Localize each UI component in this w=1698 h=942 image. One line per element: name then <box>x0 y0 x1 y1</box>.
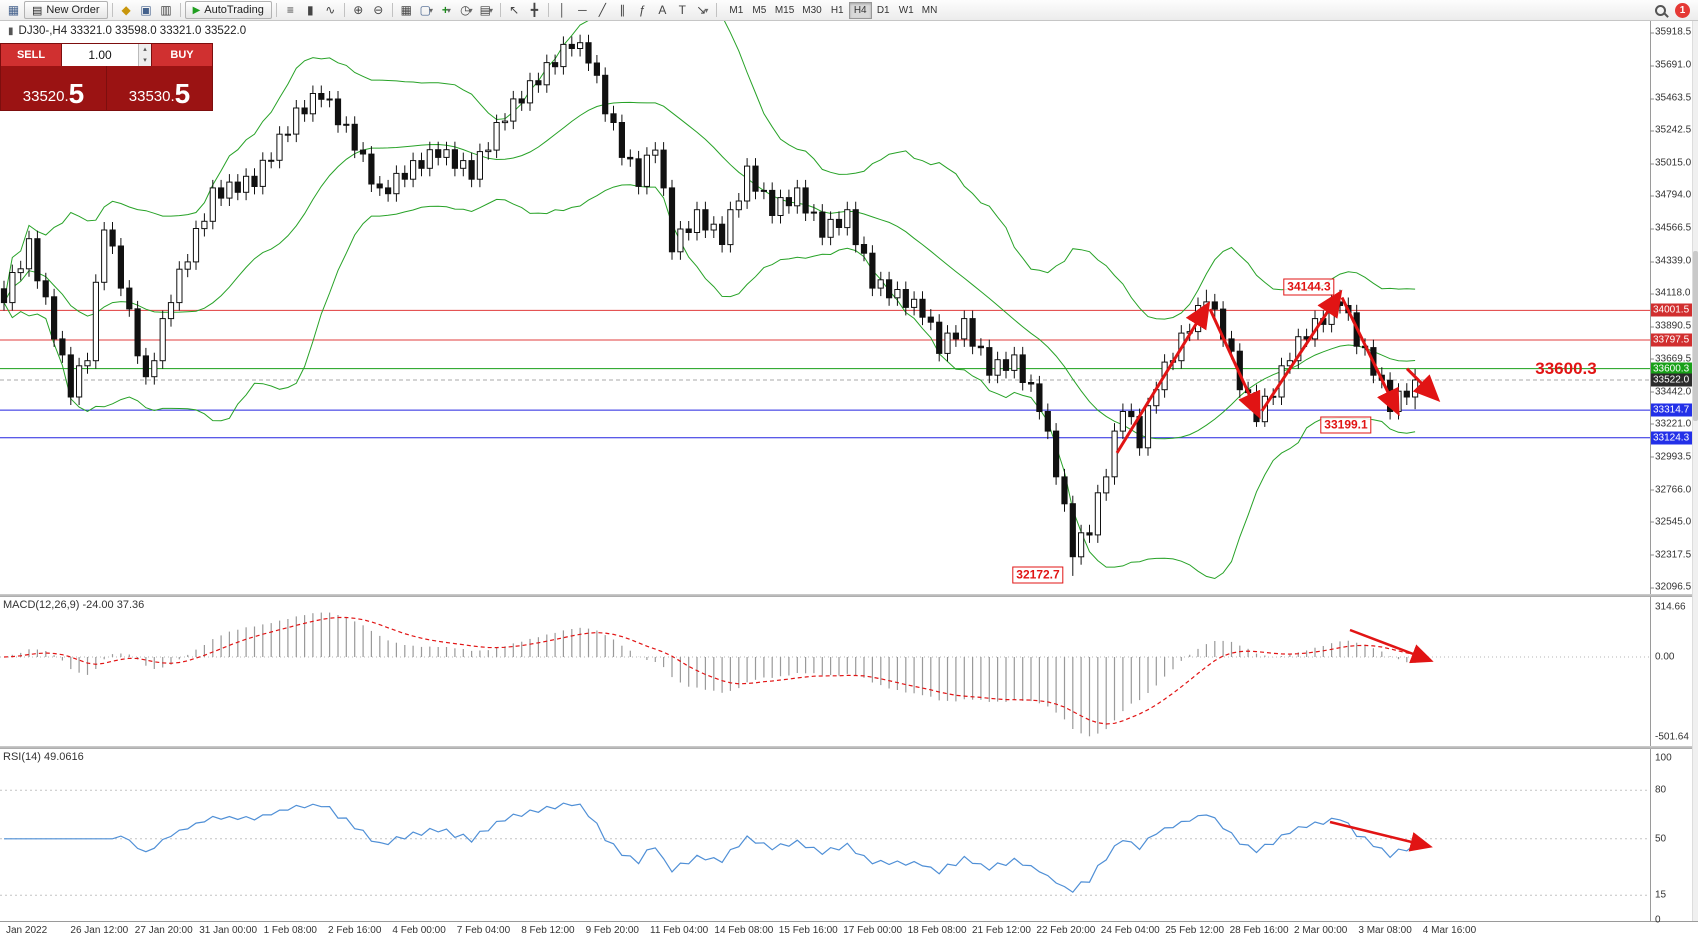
new-chart-icon[interactable]: ▢ ▾ <box>419 3 433 17</box>
cursor-icon[interactable]: ↖ <box>509 3 520 17</box>
line-chart-icon[interactable]: ∿ <box>325 3 336 17</box>
timeframe-button-H4[interactable]: H4 <box>848 1 872 19</box>
toolbar-separator <box>499 3 501 17</box>
arrows-tool-icon[interactable]: ↘ ▾ <box>696 3 709 17</box>
timeframe-button-M15[interactable]: M15 <box>774 4 795 16</box>
macd-panel-separator[interactable] <box>0 594 1698 597</box>
chevron-down-icon: ▾ <box>704 5 709 15</box>
toolbar-separator <box>391 3 393 17</box>
terminal-icon[interactable]: ▥ <box>160 3 172 17</box>
period-clock-icon[interactable]: ◷ ▾ <box>460 3 473 17</box>
toolbar-separator <box>343 3 345 17</box>
autotrading-button[interactable]: ▶ AutoTrading <box>184 1 272 19</box>
label-tool-icon[interactable]: T <box>678 3 686 17</box>
sell-button[interactable]: SELL <box>1 44 61 66</box>
timeframe-button-H1[interactable]: H1 <box>830 4 844 16</box>
chart-window-icon[interactable]: ▦ <box>7 3 20 17</box>
buy-price-main: 33530. <box>128 88 175 105</box>
notification-badge[interactable]: 1 <box>1675 2 1690 18</box>
trendline-tool-icon[interactable]: ╱ <box>598 3 606 17</box>
chart-title: ▮ DJ30-,H4 33321.0 33598.0 33321.0 33522… <box>8 25 246 37</box>
chevron-down-icon: ▾ <box>468 5 473 15</box>
buy-price-big-digit: 5 <box>174 78 191 109</box>
candlestick-chart-icon[interactable]: ▮ <box>307 3 314 17</box>
timeframe-button-W1[interactable]: W1 <box>898 4 914 16</box>
text-tool-icon[interactable]: A <box>658 3 667 17</box>
new-order-icon: ▤ <box>32 4 43 17</box>
timeframe-button-M1[interactable]: M1 <box>729 4 744 16</box>
zoom-in-icon[interactable]: ⊕ <box>353 3 364 17</box>
price-axis[interactable] <box>1650 21 1698 921</box>
vertical-scrollbar[interactable] <box>1692 21 1698 921</box>
market-watch-icon[interactable]: ◆ <box>121 3 131 17</box>
scrollbar-thumb[interactable] <box>1693 251 1698 421</box>
crosshair-icon[interactable]: ╋ <box>530 3 538 17</box>
sell-price-main: 33520. <box>22 88 69 105</box>
add-indicator-icon[interactable]: + ▾ <box>441 3 451 17</box>
zoom-out-icon[interactable]: ⊖ <box>373 3 384 17</box>
tile-windows-icon[interactable]: ▦ <box>400 3 412 17</box>
volume-value[interactable]: 1.00 <box>88 48 112 62</box>
sell-price[interactable]: 33520. 5 <box>1 66 106 110</box>
timeframe-button-D1[interactable]: D1 <box>876 4 890 16</box>
bar-chart-icon[interactable]: ≡ <box>286 3 294 17</box>
chevron-down-icon: ▾ <box>446 5 451 15</box>
chevron-down-icon: ▾ <box>428 5 433 15</box>
rsi-panel-separator[interactable] <box>0 746 1698 749</box>
timeframe-button-M5[interactable]: M5 <box>752 4 767 16</box>
volume-decrease-button[interactable]: ▾ <box>139 55 151 66</box>
horizontal-line-tool-icon[interactable]: ─ <box>578 3 587 17</box>
one-click-trading-panel: SELL 1.00 ▴ ▾ BUY 33520. 5 33530. 5 <box>0 43 213 111</box>
fibonacci-tool-icon[interactable]: ƒ <box>638 3 646 17</box>
autotrading-play-icon: ▶ <box>192 4 201 16</box>
buy-price[interactable]: 33530. 5 <box>107 66 212 110</box>
volume-increase-button[interactable]: ▴ <box>139 44 151 55</box>
toolbar-separator <box>111 3 113 17</box>
template-icon[interactable]: ▤ ▾ <box>479 3 493 17</box>
rsi-indicator-label: RSI(14) 49.0616 <box>3 751 84 763</box>
new-order-label: New Order <box>46 4 100 16</box>
chevron-down-icon: ▾ <box>488 5 493 15</box>
toolbar-separator <box>179 3 181 17</box>
chart-symbol-icon: ▮ <box>8 25 14 37</box>
timeframe-button-M30[interactable]: M30 <box>802 4 822 16</box>
data-window-icon[interactable]: ▣ <box>140 3 152 17</box>
sell-price-big-digit: 5 <box>68 78 85 109</box>
buy-button[interactable]: BUY <box>152 44 212 66</box>
chart-title-text: DJ30-,H4 33321.0 33598.0 33321.0 33522.0 <box>18 25 247 37</box>
toolbar-separator <box>715 3 717 17</box>
autotrading-label: AutoTrading <box>204 4 264 16</box>
toolbar-separator <box>275 3 277 17</box>
time-axis[interactable] <box>0 921 1698 942</box>
toolbar: ▦ ▤ New Order ◆ ▣ ▥ ▶ AutoTrading ≡ ▮ ∿ … <box>0 0 1698 21</box>
channel-tool-icon[interactable]: ∥ <box>619 3 626 17</box>
macd-indicator-label: MACD(12,26,9) -24.00 37.36 <box>3 599 145 611</box>
new-order-button[interactable]: ▤ New Order <box>24 1 108 19</box>
search-icon[interactable] <box>1655 4 1666 16</box>
timeframe-button-MN[interactable]: MN <box>921 4 938 16</box>
toolbar-separator <box>547 3 549 17</box>
vertical-line-tool-icon[interactable]: │ <box>558 3 567 17</box>
timeframe-group: M1 M5 M15 M30 H1 H4 D1 W1 MN <box>725 1 941 19</box>
volume-field[interactable]: 1.00 ▴ ▾ <box>62 44 151 66</box>
